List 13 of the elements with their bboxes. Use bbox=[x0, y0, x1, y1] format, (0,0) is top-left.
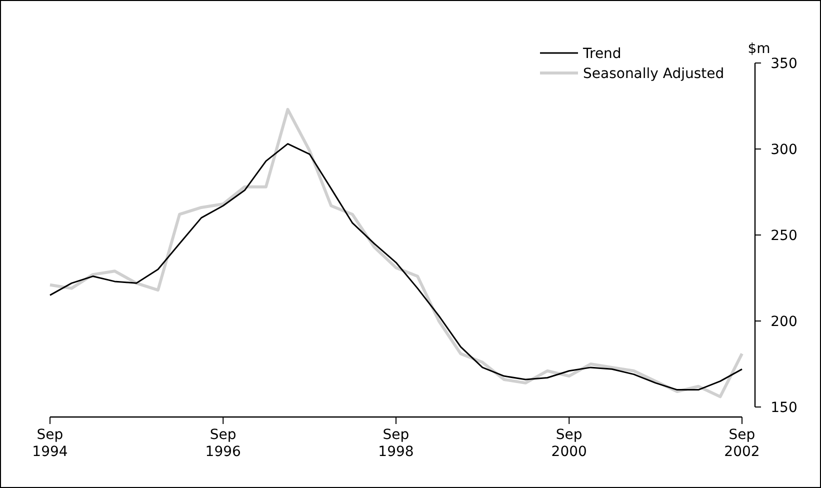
y-tick-label: 250 bbox=[770, 228, 798, 244]
y-tick-label: 300 bbox=[770, 142, 798, 158]
y-tick-label: 350 bbox=[770, 56, 798, 72]
x-tick-label: Sep 1998 bbox=[378, 427, 414, 460]
y-tick-label: 200 bbox=[770, 314, 798, 330]
y-axis-title: $m bbox=[748, 41, 770, 57]
legend-label: Seasonally Adjusted bbox=[583, 66, 724, 82]
x-tick-label: Sep 1994 bbox=[32, 427, 68, 460]
legend-label: Trend bbox=[582, 46, 622, 62]
x-tick-label: Sep 2002 bbox=[724, 427, 760, 460]
x-tick-label: Sep 2000 bbox=[551, 427, 587, 460]
y-tick-label: 150 bbox=[770, 400, 798, 416]
x-tick-label: Sep 1996 bbox=[205, 427, 242, 460]
